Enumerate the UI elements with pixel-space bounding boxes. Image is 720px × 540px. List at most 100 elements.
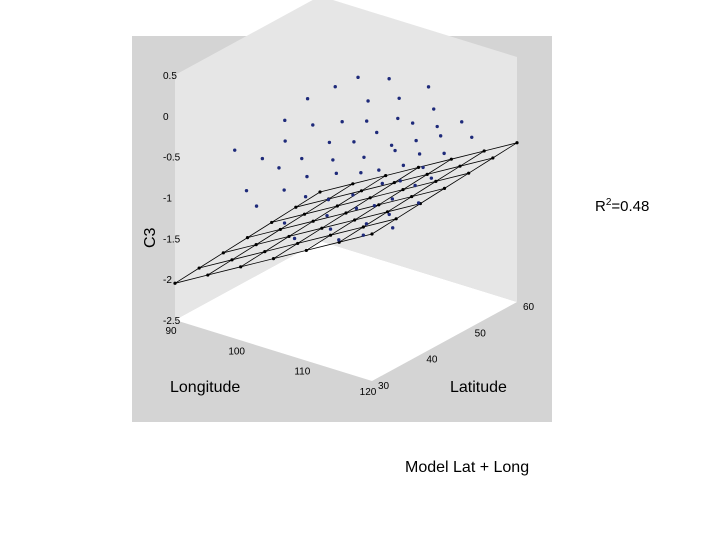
data-point [442, 151, 446, 156]
surface-node [318, 190, 322, 194]
surface-node [425, 172, 429, 176]
surface-node [515, 141, 519, 145]
y-axis-label: Latitude [450, 379, 507, 396]
surface-node [392, 180, 396, 185]
data-point [356, 75, 360, 80]
data-point [328, 227, 333, 231]
data-point [334, 171, 339, 176]
surface-node [230, 258, 234, 262]
surface-node [254, 243, 258, 247]
z-tick-label: -2 [163, 275, 172, 286]
surface-node [368, 196, 372, 200]
data-point [300, 156, 304, 161]
data-point [438, 134, 443, 138]
surface-node [353, 218, 357, 222]
surface-node [302, 212, 307, 216]
data-point [391, 226, 395, 230]
data-point [366, 99, 370, 103]
surface-node [361, 225, 365, 229]
data-point [396, 116, 400, 121]
surface-node [416, 165, 421, 169]
data-point [311, 123, 315, 127]
surface-node [434, 179, 438, 183]
data-point [470, 135, 474, 139]
data-point [337, 238, 341, 242]
surface-node [239, 265, 243, 269]
data-point [325, 213, 329, 218]
data-point [426, 85, 431, 89]
data-point [305, 174, 309, 179]
data-point [432, 107, 436, 111]
data-point [333, 85, 337, 89]
surface-node [385, 210, 390, 214]
data-point [331, 158, 335, 162]
floor-wall [175, 241, 517, 381]
data-point [380, 181, 384, 186]
surface-node [245, 236, 250, 240]
data-point [401, 163, 406, 168]
data-point [244, 188, 249, 193]
surface-node [278, 227, 282, 232]
data-point [282, 188, 286, 192]
data-point [326, 197, 331, 202]
surface-node [335, 204, 339, 208]
y-tick-label: 60 [523, 302, 535, 313]
data-point [413, 183, 417, 188]
data-point [393, 148, 397, 153]
x-tick-label: 110 [294, 367, 310, 378]
surface-node [377, 203, 381, 207]
data-point [429, 176, 434, 180]
surface-node [458, 164, 462, 168]
surface-node [311, 219, 315, 223]
surface-node [271, 257, 276, 261]
data-point [282, 221, 287, 225]
surface-node [287, 234, 291, 239]
data-point [340, 120, 344, 124]
surface-node [467, 171, 471, 175]
right-wall [320, 0, 517, 302]
data-point [305, 97, 310, 101]
surface-node [344, 211, 348, 215]
data-point [277, 166, 281, 170]
surface-node [449, 157, 453, 161]
data-point [417, 152, 422, 156]
data-point [254, 204, 259, 208]
surface-node [263, 250, 267, 254]
fitted-surface-mesh [173, 141, 519, 285]
data-point [414, 138, 418, 143]
surface-node [173, 281, 177, 285]
data-point [283, 118, 287, 123]
x-tick-label: 120 [360, 387, 377, 398]
r-squared-annotation: R2=0.48 [595, 197, 649, 215]
data-point [389, 143, 394, 147]
data-point [352, 140, 356, 144]
data-point [303, 195, 308, 199]
z-axis-label: C3 [142, 227, 159, 248]
data-points [233, 75, 474, 242]
model-caption: Model Lat + Long [405, 459, 530, 476]
r-squared-exponent: 2 [605, 197, 612, 208]
surface-node [410, 194, 414, 199]
x-tick-label: 100 [228, 346, 245, 357]
data-point [260, 156, 265, 161]
surface-node [442, 186, 447, 190]
data-point [375, 130, 379, 135]
y-tick-label: 40 [426, 355, 438, 366]
data-point [327, 140, 332, 145]
data-point [416, 201, 421, 205]
y-tick-label: 30 [378, 381, 390, 392]
z-tick-label: -1.5 [163, 234, 181, 245]
surface-node [370, 232, 374, 236]
x-tick-label: 90 [165, 326, 177, 337]
surface-node [320, 226, 324, 230]
data-point [361, 233, 366, 237]
z-tick-label: 0.5 [163, 71, 177, 82]
data-point [365, 119, 369, 123]
data-point [377, 168, 381, 172]
data-point [421, 165, 425, 170]
z-tick-label: -2.5 [163, 316, 181, 327]
data-point [359, 171, 363, 175]
surface-node [482, 149, 486, 153]
